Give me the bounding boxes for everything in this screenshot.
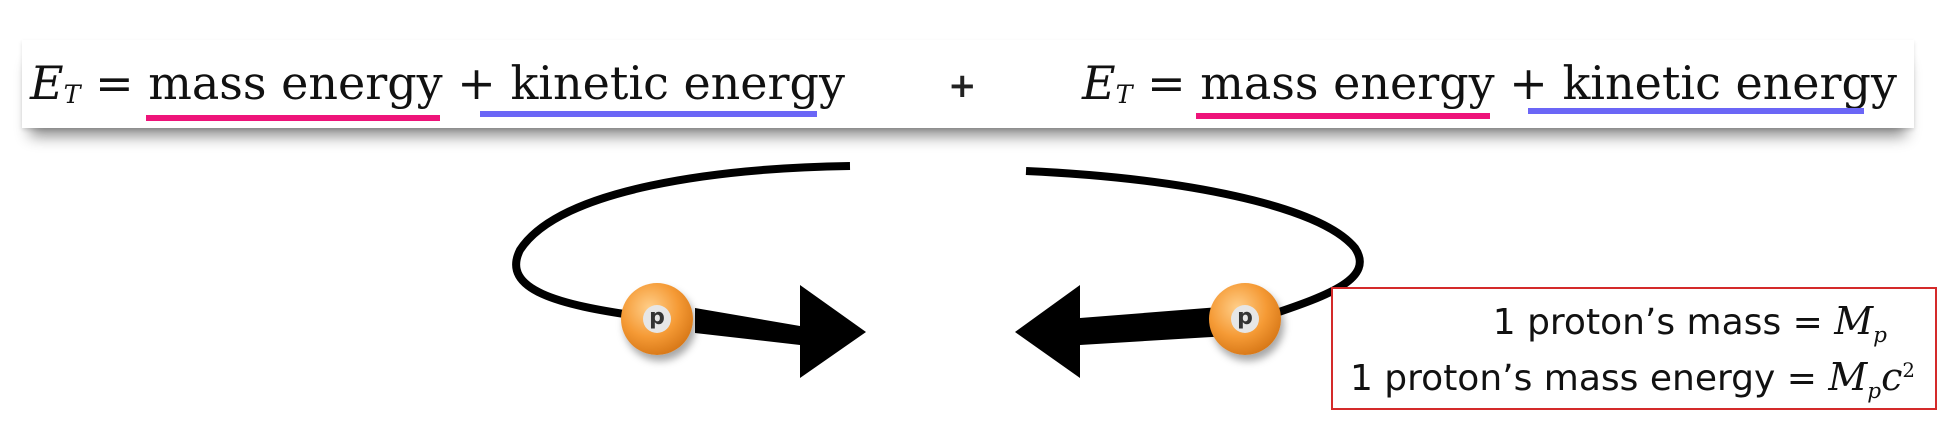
equation-left: ET = mass energy + kinetic energy (30, 56, 845, 110)
circular-track-right (1025, 167, 1364, 319)
mass-subscript: p (1873, 323, 1887, 349)
equation-right: ET = mass energy + kinetic energy (1082, 56, 1897, 110)
squared-exponent: 2 (1902, 359, 1915, 382)
combining-plus: + (948, 66, 977, 106)
mass-underline-left (146, 115, 440, 121)
kinetic-energy-term: kinetic energy (510, 56, 845, 110)
energy-subscript: T (63, 79, 81, 109)
mass-underline-right (1196, 113, 1490, 119)
proton-label: p (643, 305, 671, 333)
energy-symbol: E (30, 56, 64, 110)
energy-symbol: E (1082, 56, 1116, 110)
equals-sign: = (1147, 56, 1186, 110)
mass-energy-term: mass energy (1200, 56, 1495, 110)
plus-sign: + (457, 56, 496, 110)
plus-sign: + (1509, 56, 1548, 110)
proton-mass-text: 1 proton’s mass = (1492, 302, 1835, 343)
mass-energy-term: mass energy (148, 56, 443, 110)
light-speed-symbol: c (1881, 355, 1903, 399)
proton-mass-infobox: 1 proton’s mass = Mp 1 proton’s mass ene… (1331, 287, 1937, 410)
kinetic-energy-term: kinetic energy (1562, 56, 1897, 110)
circular-track-left (512, 162, 851, 320)
equals-sign: = (95, 56, 134, 110)
energy-subscript: T (1115, 79, 1133, 109)
mass-subscript: p (1867, 379, 1882, 405)
kinetic-underline-left (480, 111, 817, 117)
proton-right: p (1209, 283, 1281, 355)
proton-label: p (1231, 305, 1259, 333)
proton-mass-energy-line: 1 proton’s mass energy = Mpc2 (1350, 355, 1915, 404)
mass-symbol: M (1828, 355, 1868, 399)
kinetic-underline-right (1528, 108, 1864, 114)
proton-mass-line: 1 proton’s mass = Mp (1493, 299, 1887, 348)
proton-left: p (621, 283, 693, 355)
arrow-right-icon (695, 285, 866, 378)
mass-symbol: M (1834, 299, 1874, 343)
proton-mass-energy-text: 1 proton’s mass energy = (1349, 358, 1829, 399)
arrow-left-icon (1015, 285, 1245, 378)
